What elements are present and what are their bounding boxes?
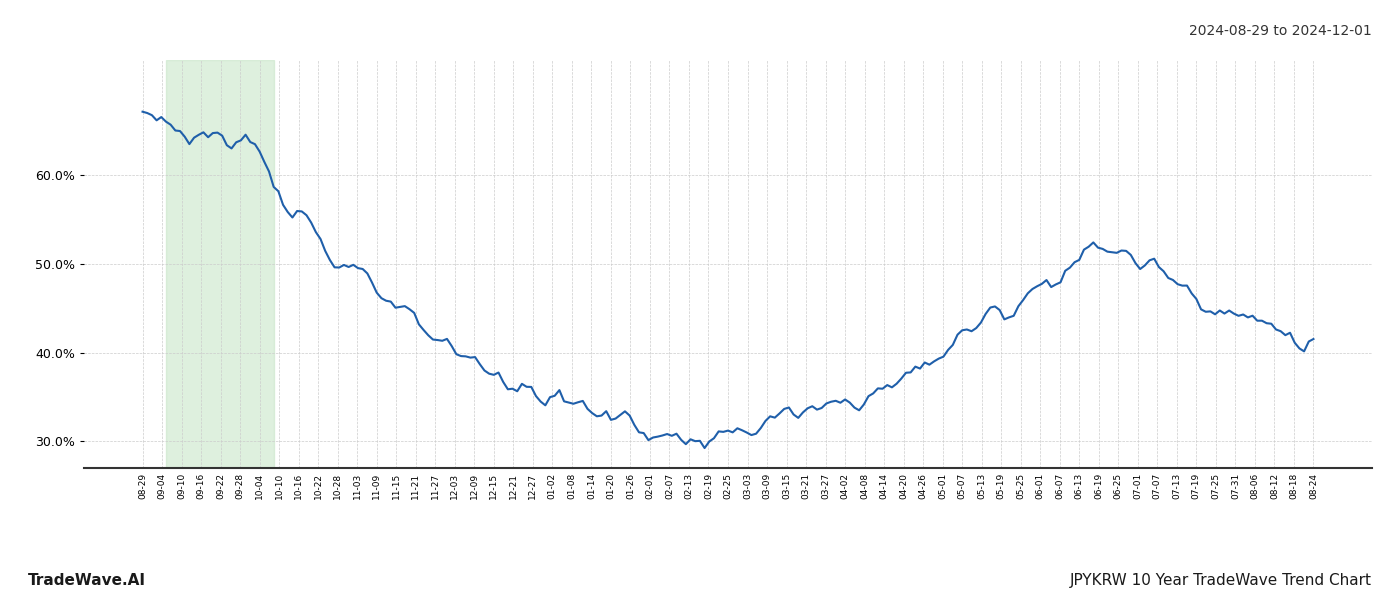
Text: TradeWave.AI: TradeWave.AI (28, 573, 146, 588)
Text: 2024-08-29 to 2024-12-01: 2024-08-29 to 2024-12-01 (1189, 24, 1372, 38)
Text: JPYKRW 10 Year TradeWave Trend Chart: JPYKRW 10 Year TradeWave Trend Chart (1070, 573, 1372, 588)
Bar (167, 60, 273, 468)
